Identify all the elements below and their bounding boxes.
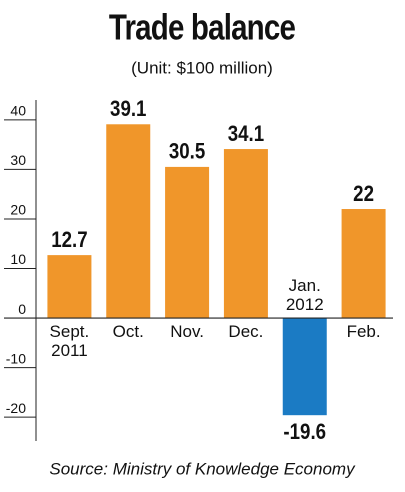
x-tick-label: Dec. bbox=[228, 322, 264, 342]
value-label: -19.6 bbox=[283, 421, 326, 445]
bar bbox=[341, 209, 386, 319]
chart-title: Trade balance bbox=[109, 7, 296, 47]
value-label: 34.1 bbox=[228, 123, 264, 147]
y-tick-label: 0 bbox=[18, 301, 26, 317]
bar bbox=[106, 124, 151, 319]
value-label: 30.5 bbox=[169, 140, 205, 164]
y-tick-label: 20 bbox=[10, 202, 26, 218]
x-tick-label: Jan. 2012 bbox=[285, 276, 324, 315]
y-tick-label: 40 bbox=[10, 103, 26, 119]
x-tick-label: Feb. bbox=[346, 322, 381, 342]
x-tick-label: Nov. bbox=[170, 322, 204, 342]
y-tick-label: 30 bbox=[10, 152, 26, 168]
chart-subtitle: (Unit: $100 million) bbox=[131, 58, 273, 77]
y-tick-label: 10 bbox=[10, 251, 26, 267]
y-tick-label: -10 bbox=[6, 350, 26, 366]
x-tick-label: Oct. bbox=[112, 322, 144, 342]
bar bbox=[223, 149, 268, 319]
bar bbox=[47, 255, 92, 319]
x-tick-label: Sept. 2011 bbox=[49, 322, 90, 361]
value-label: 22 bbox=[353, 183, 374, 207]
value-label: 12.7 bbox=[51, 229, 87, 253]
source: Source: Ministry of Knowledge Economy bbox=[49, 459, 356, 478]
bar bbox=[165, 166, 210, 319]
value-label: 39.1 bbox=[110, 98, 146, 122]
y-tick-label: -20 bbox=[6, 400, 26, 416]
bar bbox=[282, 318, 327, 416]
